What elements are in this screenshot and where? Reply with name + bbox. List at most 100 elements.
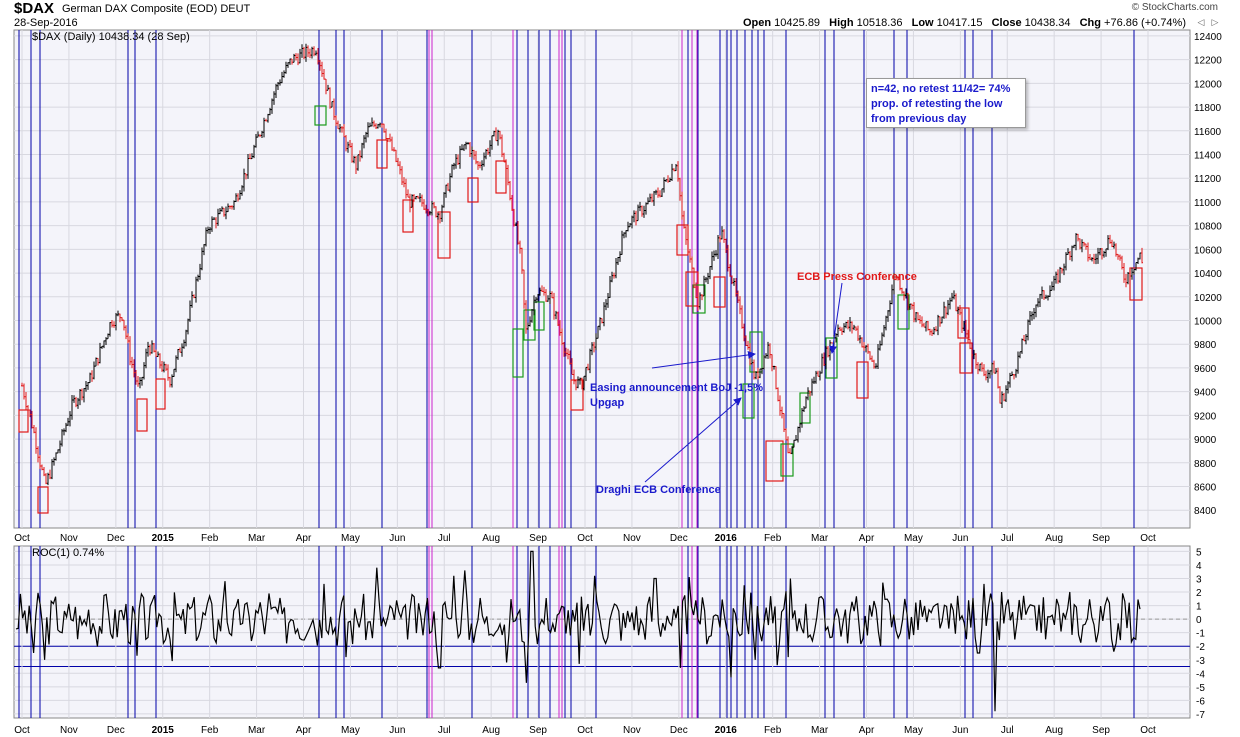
price-bar <box>975 353 977 369</box>
price-bar <box>1099 247 1101 256</box>
price-bar <box>349 140 351 148</box>
price-bar <box>785 428 787 441</box>
roc-tick-label: 5 <box>1196 547 1202 558</box>
price-bar <box>1089 254 1091 261</box>
price-bar <box>913 302 915 323</box>
price-bar <box>697 296 699 311</box>
price-bar <box>219 208 221 215</box>
price-bar <box>657 187 659 198</box>
price-bar <box>159 353 161 369</box>
red-highlight-box <box>402 199 414 233</box>
price-bar <box>99 342 101 364</box>
price-bar <box>1069 250 1071 261</box>
price-bar <box>973 349 975 360</box>
price-bar <box>635 210 637 226</box>
price-bar <box>705 277 707 283</box>
price-bar <box>49 469 51 480</box>
x-tick-label: May <box>341 533 360 544</box>
chart-header: $DAX German DAX Composite (EOD) DEUT 28-… <box>0 0 1240 30</box>
price-tick-label: 9000 <box>1194 435 1217 446</box>
price-bar <box>851 321 853 334</box>
price-bar <box>979 363 981 372</box>
price-bar <box>887 310 889 322</box>
red-highlight-box <box>37 486 49 514</box>
price-bar <box>717 234 719 260</box>
chevron-left-icon[interactable]: ◁ <box>1197 17 1205 27</box>
red-highlight-box <box>713 276 726 308</box>
price-bar <box>687 234 689 254</box>
red-highlight-box <box>437 211 451 259</box>
price-bar <box>1037 298 1039 308</box>
price-bar <box>417 195 419 199</box>
price-bar <box>607 293 609 308</box>
price-bar <box>1127 272 1129 285</box>
price-bar <box>77 397 79 409</box>
price-bar <box>439 212 441 224</box>
price-bar <box>503 152 505 163</box>
price-bar <box>521 247 523 274</box>
price-bar <box>615 258 617 279</box>
price-bar <box>195 276 197 303</box>
price-tick-label: 10600 <box>1194 245 1222 256</box>
price-bar <box>551 291 553 299</box>
price-bar <box>971 343 973 357</box>
x-tick-label: Aug <box>482 533 500 544</box>
price-bar <box>207 226 209 234</box>
price-bar <box>545 289 547 302</box>
price-bar <box>997 367 999 389</box>
price-bar <box>209 227 211 234</box>
x-tick-label: Jul <box>438 533 451 544</box>
price-bar <box>343 124 345 138</box>
price-bar <box>457 154 459 166</box>
price-bar <box>695 282 697 299</box>
price-bar <box>55 452 57 461</box>
statistics-info-box: n=42, no retest 11/42= 74% prop. of rete… <box>866 78 1026 128</box>
price-tick-label: 9400 <box>1194 388 1217 399</box>
roc-tick-label: -3 <box>1196 656 1205 667</box>
price-bar <box>669 177 671 183</box>
price-bar <box>837 324 839 337</box>
price-bar <box>845 321 847 329</box>
price-bar <box>1049 285 1051 297</box>
price-bar <box>539 287 541 296</box>
x-tick-label: Oct <box>14 533 30 544</box>
price-bar <box>267 113 269 123</box>
price-bar <box>1057 269 1059 284</box>
price-bar <box>715 250 717 257</box>
price-bar <box>995 367 997 374</box>
price-bar <box>679 177 681 201</box>
price-bar <box>659 190 661 198</box>
price-bar <box>565 347 567 357</box>
price-bar <box>613 272 615 279</box>
x-tick-label: Oct <box>1140 725 1156 736</box>
x-tick-label: Sep <box>529 533 547 544</box>
price-bar <box>759 368 761 379</box>
price-bar <box>479 161 481 169</box>
price-bar <box>199 263 201 280</box>
price-bar <box>129 336 131 366</box>
price-bar <box>569 350 571 365</box>
price-bar <box>141 376 143 386</box>
price-bar <box>671 163 673 182</box>
price-bar <box>75 396 77 408</box>
chevron-right-icon[interactable]: ▷ <box>1211 17 1219 27</box>
price-bar <box>681 191 683 220</box>
price-bar <box>161 360 163 372</box>
red-highlight-box <box>467 177 479 203</box>
price-bar <box>425 204 427 214</box>
price-bar <box>805 396 807 409</box>
red-highlight-box <box>685 271 699 307</box>
price-bar <box>167 364 169 381</box>
price-bar <box>1041 286 1043 299</box>
price-bar <box>827 345 829 358</box>
price-bar <box>799 422 801 433</box>
price-bar <box>693 267 695 289</box>
roc-tick-label: 1 <box>1196 602 1202 613</box>
price-bar <box>181 343 183 357</box>
price-bar <box>1035 304 1037 318</box>
price-bar <box>579 377 581 385</box>
price-bar <box>329 87 331 109</box>
price-bar <box>1131 267 1133 280</box>
x-tick-label: Mar <box>811 533 829 544</box>
price-bar <box>227 203 229 213</box>
